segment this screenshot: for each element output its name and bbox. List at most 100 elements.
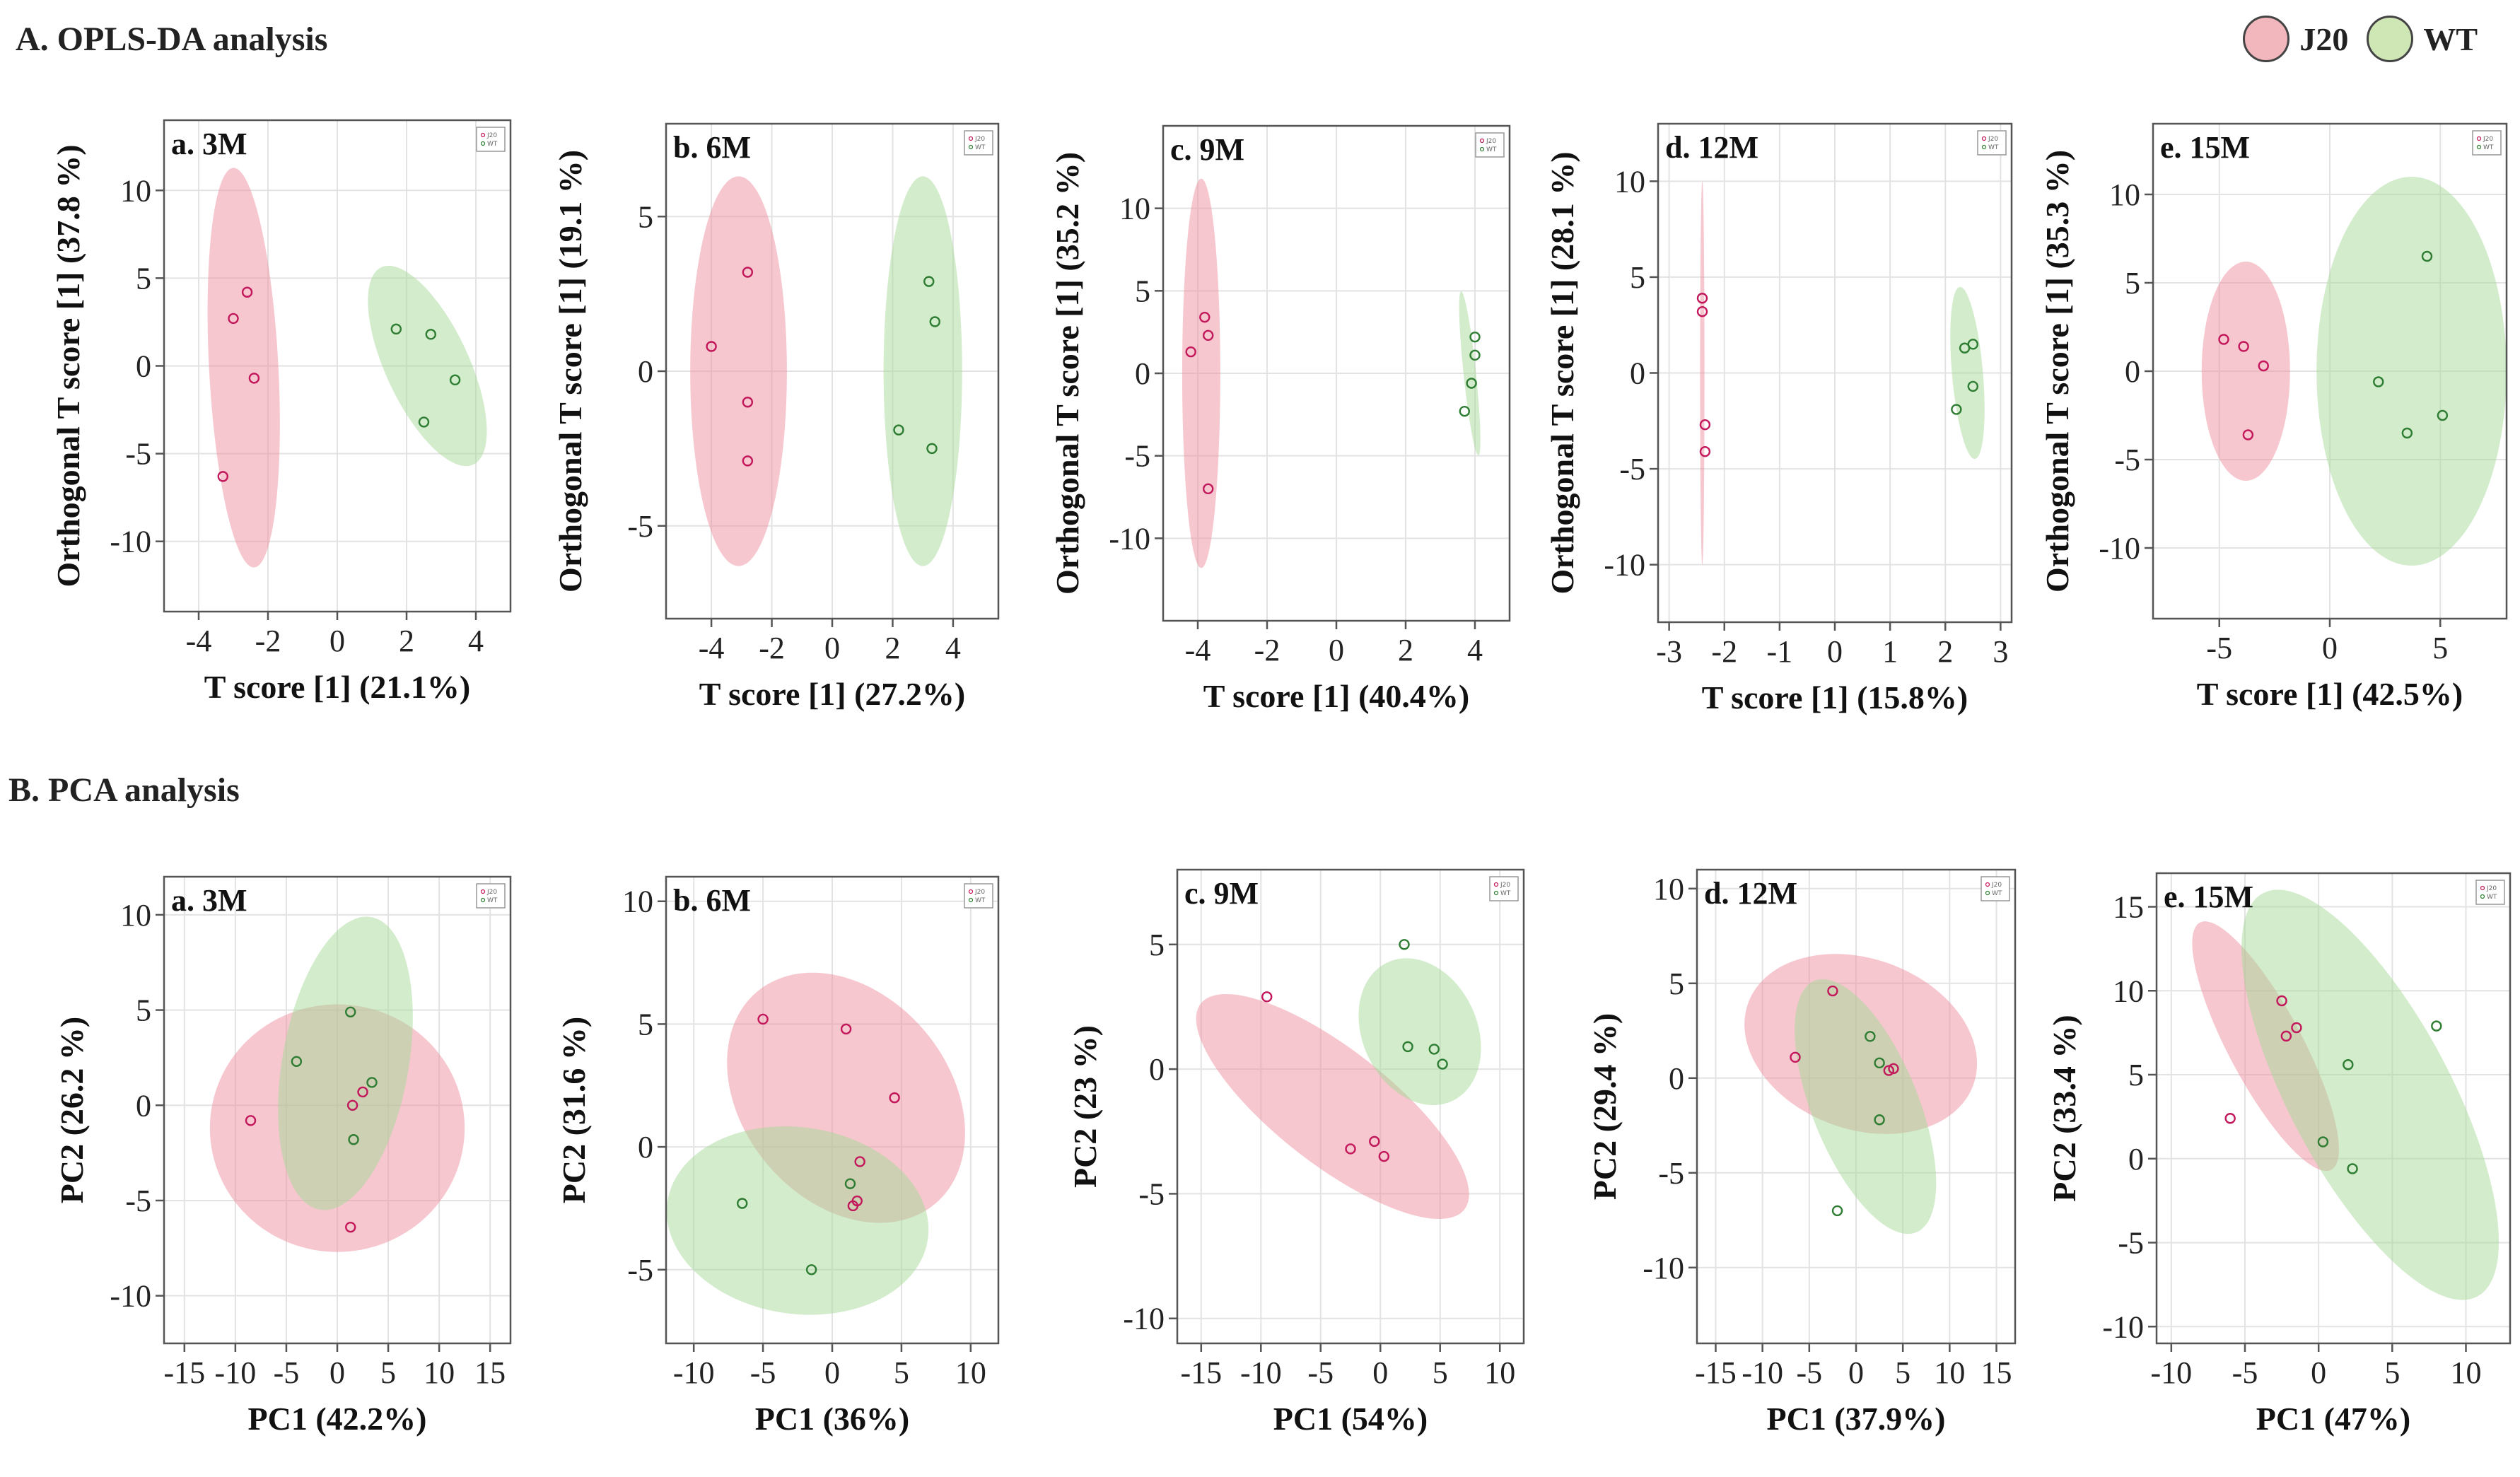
x-axis-label: T score [1] (21.1%) [204, 669, 470, 705]
tick-label-x: 0 [1848, 1355, 1864, 1390]
data-point-wt [893, 424, 904, 436]
tick-label-x: -5 [1796, 1355, 1822, 1390]
data-point-j20 [248, 373, 260, 384]
data-point-j20 [854, 1156, 865, 1167]
confidence-ellipse-wt [1950, 286, 1985, 460]
inset-legend-marker [968, 897, 974, 903]
data-point-j20 [1202, 329, 1214, 341]
panel-title: e. 15M [2160, 130, 2250, 165]
tick-label-x: -2 [1711, 634, 1737, 669]
inset-legend-label: WT [487, 141, 498, 148]
tick-label-x: 10 [2451, 1355, 2482, 1390]
panel-title: c. 9M [1184, 876, 1259, 911]
inset-legend-label: J20 [1991, 882, 2002, 889]
tick-label-y: -10 [110, 1279, 151, 1314]
data-point-wt [390, 323, 402, 335]
inset-legend [2475, 880, 2505, 905]
tick-label-y: 15 [2113, 890, 2144, 925]
inset-legend-label: J20 [486, 132, 497, 139]
data-point-j20 [2258, 360, 2269, 372]
tick-label-y: 5 [1135, 274, 1150, 308]
data-point-j20 [1185, 346, 1196, 358]
confidence-ellipse-wt [2316, 177, 2507, 566]
inset-legend-marker [2480, 894, 2485, 899]
legend-swatch-wt [2367, 16, 2414, 62]
panel-title: d. 12M [1665, 130, 1758, 165]
data-point-wt [366, 1077, 378, 1088]
data-point-wt [1874, 1114, 1885, 1126]
tick-label-y: 10 [1119, 192, 1150, 226]
data-point-wt [844, 1178, 856, 1189]
data-point-j20 [1699, 419, 1711, 431]
data-point-j20 [847, 1200, 859, 1212]
confidence-ellipse-wt [666, 1126, 929, 1315]
tick-label-x: -5 [750, 1355, 776, 1390]
x-axis-label: PC1 (37.9%) [1767, 1401, 1946, 1437]
inset-legend [1489, 876, 1519, 901]
data-point-j20 [2276, 995, 2287, 1007]
tick-label-x: 15 [474, 1355, 506, 1390]
tick-label-x: 0 [824, 631, 840, 665]
y-axis-label: Orthogonal T score [1] (35.2 %) [1049, 152, 1085, 595]
data-point-j20 [245, 1115, 257, 1126]
tick-label-x: -10 [215, 1355, 257, 1390]
confidence-ellipse-j20 [2201, 262, 2290, 481]
tick-label-y: -10 [110, 525, 151, 559]
panel-title: e. 15M [2164, 880, 2253, 914]
section-b-title: B. PCA analysis [8, 771, 240, 809]
tick-label-y: 0 [638, 1130, 653, 1164]
x-axis-label: T score [1] (27.2%) [699, 676, 965, 712]
data-point-j20 [241, 286, 253, 298]
data-point-wt [929, 316, 940, 327]
inset-legend-label: J20 [974, 136, 985, 143]
inset-legend-label: WT [1486, 146, 1497, 153]
tick-label-x: 0 [2311, 1355, 2326, 1390]
tick-label-x: -2 [1254, 633, 1281, 667]
y-axis-label: Orthogonal T score [1] (35.3 %) [2039, 150, 2075, 592]
inset-legend [964, 883, 993, 909]
data-point-wt [2431, 1020, 2442, 1032]
tick-label-y: 10 [2113, 974, 2144, 1008]
tick-label-x: -10 [1240, 1355, 1282, 1390]
data-point-wt [2317, 1136, 2329, 1148]
panel-title: c. 9M [1170, 132, 1244, 167]
inset-legend-marker [1985, 882, 1990, 887]
data-point-wt [1959, 342, 1971, 354]
tick-label-x: 4 [945, 631, 961, 665]
x-axis-label: PC1 (36%) [755, 1401, 909, 1437]
panel-title: b. 6M [673, 130, 751, 165]
data-point-wt [1951, 404, 1962, 415]
tick-label-x: -2 [255, 624, 281, 658]
tick-label-y: 0 [136, 1088, 151, 1123]
tick-label-y: 0 [1630, 356, 1645, 391]
confidence-ellipse-wt [278, 916, 413, 1210]
x-axis-label: T score [1] (42.5%) [2197, 676, 2463, 712]
data-point-wt [2373, 376, 2384, 387]
data-point-j20 [1790, 1051, 1801, 1063]
section-a-title: A. OPLS-DA analysis [16, 21, 328, 58]
tick-label-y: 5 [1669, 967, 1684, 1001]
tick-label-y: -5 [2118, 1226, 2144, 1261]
confidence-ellipse-wt [368, 265, 487, 467]
tick-label-y: 5 [638, 1007, 653, 1041]
tick-label-x: 5 [2384, 1355, 2400, 1390]
data-point-j20 [1888, 1063, 1899, 1075]
inset-legend-label: WT [1992, 890, 2002, 897]
tick-label-x: 2 [1398, 633, 1413, 667]
tick-label-x: 0 [1329, 633, 1344, 667]
tick-label-x: -5 [274, 1355, 300, 1390]
x-axis-label: PC1 (47%) [2256, 1401, 2410, 1437]
data-point-j20 [1378, 1150, 1390, 1162]
y-axis-label: PC2 (23 %) [1067, 1025, 1103, 1188]
y-axis-label: PC2 (31.6 %) [556, 1017, 592, 1203]
plot-frame [1176, 868, 1525, 1345]
y-axis-label: Orthogonal T score [1] (19.1 %) [552, 150, 588, 592]
data-point-wt [2347, 1163, 2358, 1174]
inset-legend [1981, 876, 2010, 901]
data-point-wt [2343, 1059, 2354, 1070]
inset-legend [476, 883, 506, 909]
